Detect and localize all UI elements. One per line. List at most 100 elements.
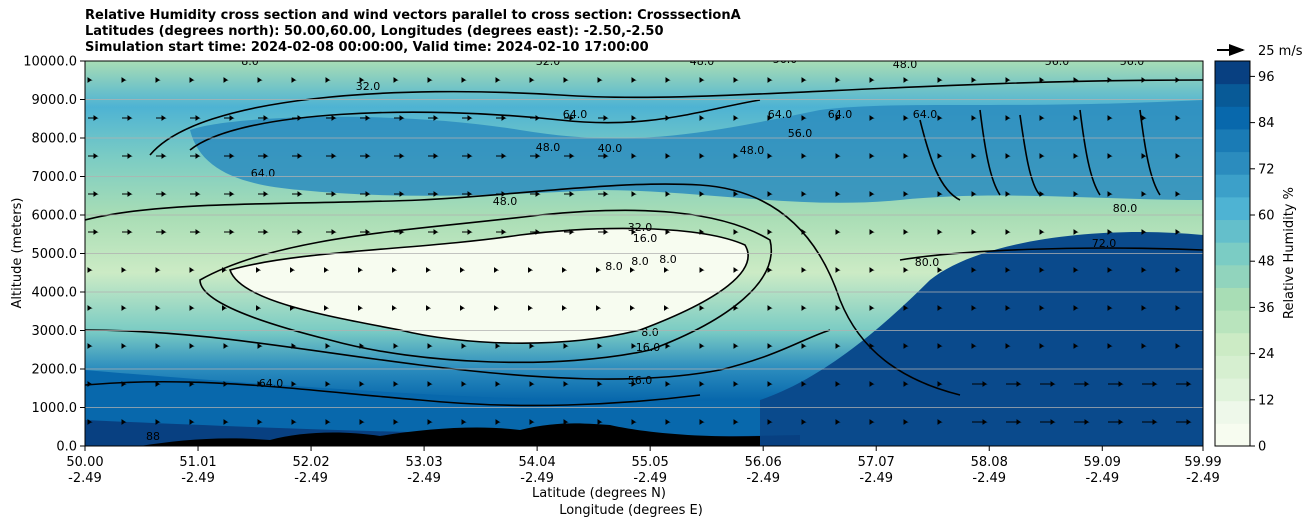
x-tick-label-lon: -2.49 <box>1186 471 1220 486</box>
wind-arrow <box>664 305 670 311</box>
wind-arrow <box>258 229 269 235</box>
wind-arrow <box>767 153 773 159</box>
x-tick-label: 59.99 <box>1184 455 1221 470</box>
wind-arrow <box>496 153 507 159</box>
wind-arrow <box>359 381 365 387</box>
wind-arrow <box>564 153 575 159</box>
wind-arrow <box>88 191 99 197</box>
wind-arrow <box>325 419 331 425</box>
wind-arrow <box>1141 153 1147 159</box>
wind-arrow <box>733 115 739 121</box>
wind-arrow <box>393 419 399 425</box>
contour-label: 80.0 <box>1113 202 1138 215</box>
wind-arrow <box>392 305 398 311</box>
wind-arrow <box>189 343 195 349</box>
wind-arrow <box>1175 305 1181 311</box>
wind-arrow <box>1040 419 1056 425</box>
wind-arrow <box>1141 77 1147 83</box>
wind-arrow <box>597 343 603 349</box>
wind-arrow <box>1175 229 1181 235</box>
wind-vectors <box>87 77 1192 425</box>
colorbar-band <box>1215 128 1250 153</box>
contour-label: 64.0 <box>259 377 284 390</box>
colorbar-tick-label: 96 <box>1258 70 1275 85</box>
wind-arrow <box>1073 267 1079 273</box>
wind-arrow <box>699 305 705 311</box>
wind-arrow <box>563 381 569 387</box>
colorbar-tick-label: 24 <box>1258 347 1275 362</box>
wind-arrow <box>1039 191 1045 197</box>
colorbar-band <box>1215 332 1250 356</box>
wind-arrow <box>903 343 909 349</box>
wind-arrow <box>88 153 99 159</box>
wind-arrow <box>393 381 399 387</box>
x-tick-label: 54.04 <box>519 455 556 470</box>
wind-arrow <box>1005 115 1011 121</box>
wind-arrow <box>631 381 637 387</box>
wind-arrow <box>530 191 541 197</box>
wind-arrow <box>903 267 909 273</box>
colorbar-band <box>1215 264 1250 288</box>
plot-area: 8.0 32.0 32.0 48.0 56.0 48.0 64.0 64.0 64.0 64.0 5… <box>85 53 1203 446</box>
wind-arrow <box>869 381 875 387</box>
colorbar-tick-label: 48 <box>1258 255 1275 270</box>
wind-arrow <box>156 191 167 197</box>
colorbar-band <box>1215 287 1250 311</box>
wind-arrow <box>326 229 337 235</box>
colorbar-frame <box>1214 60 1251 447</box>
contour-label: 80.0 <box>915 256 940 269</box>
wind-arrow <box>971 343 977 349</box>
wind-arrow <box>835 153 841 159</box>
wind-arrow <box>461 77 467 83</box>
contour-label: 32.0 <box>356 80 381 93</box>
wind-arrow <box>733 419 739 425</box>
contour-line <box>228 227 749 344</box>
wind-arrow <box>665 381 671 387</box>
wind-arrow <box>394 115 405 121</box>
wind-arrow <box>1005 229 1011 235</box>
x-tick-label-lon: -2.49 <box>1085 471 1119 486</box>
contour-line <box>199 209 773 364</box>
wind-arrow <box>222 267 228 273</box>
wind-arrow <box>1039 153 1045 159</box>
wind-arrow <box>767 343 773 349</box>
wind-arrow <box>290 267 296 273</box>
wind-arrow <box>394 153 405 159</box>
wind-arrow <box>326 191 337 197</box>
wind-arrow <box>190 191 201 197</box>
wind-arrow <box>665 191 671 197</box>
y-tick-label: 0.0 <box>56 440 77 455</box>
colorbar-band <box>1215 83 1250 107</box>
wind-arrow <box>937 77 943 83</box>
colorbar-band <box>1215 242 1250 266</box>
wind-arrow <box>630 267 636 273</box>
wind-arrow <box>258 191 269 197</box>
wind-arrow <box>460 305 466 311</box>
wind-arrow <box>324 267 330 273</box>
wind-arrow <box>1176 419 1192 425</box>
wind-arrow <box>631 191 637 197</box>
wind-arrow <box>529 77 535 83</box>
wind-arrow <box>1107 191 1113 197</box>
wind-arrow <box>598 191 609 197</box>
wind-arrow <box>1005 305 1011 311</box>
wind-arrow <box>292 115 303 121</box>
wind-arrow <box>394 229 405 235</box>
wind-arrow <box>869 115 875 121</box>
wind-arrow <box>971 191 977 197</box>
wind-arrow <box>121 419 127 425</box>
wind-arrow <box>733 191 739 197</box>
x-tick-label: 55.05 <box>632 455 669 470</box>
wind-arrow <box>937 419 943 425</box>
wind-arrow <box>87 305 93 311</box>
colorbar-tick-label: 0 <box>1258 440 1266 455</box>
wind-arrow <box>903 229 909 235</box>
colorbar-band <box>1215 151 1250 175</box>
contour-label: 56.0 <box>773 53 798 66</box>
wind-arrow <box>223 77 229 83</box>
wind-arrow <box>1141 229 1147 235</box>
wind-arrow <box>971 305 977 311</box>
wind-arrow <box>562 267 568 273</box>
y-tick-label: 5000.0 <box>32 247 78 262</box>
wind-arrow <box>869 77 875 83</box>
